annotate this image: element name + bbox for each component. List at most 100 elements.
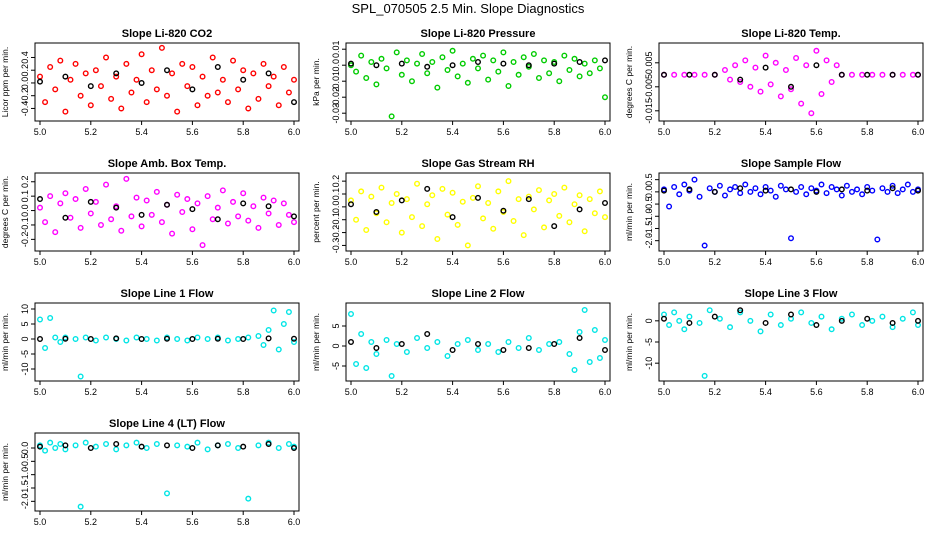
data-point [209, 54, 216, 61]
y-tick-label: 0.01 [331, 40, 341, 58]
y-tick-label: 0.0 [20, 204, 30, 217]
data-point [87, 210, 94, 217]
data-point [691, 176, 698, 183]
series-all-points [348, 47, 609, 120]
data-point [525, 335, 532, 342]
y-axis-label: kPa per min. [311, 58, 321, 106]
data-point [424, 63, 431, 70]
data-point [793, 55, 800, 62]
data-point [368, 59, 375, 66]
data-point [424, 201, 431, 208]
data-point [556, 78, 563, 85]
data-point [757, 191, 764, 198]
data-point [602, 347, 609, 354]
x-tick-label: 5.8 [861, 387, 874, 397]
data-point [696, 319, 703, 326]
data-point [874, 236, 881, 243]
data-point [915, 317, 922, 324]
figure-title: SPL_070505 2.5 Min. Slope Diagnostics [351, 1, 585, 16]
data-point [586, 70, 593, 77]
y-axis-label: degrees C per min. [624, 46, 634, 118]
data-point [798, 100, 805, 107]
data-point [153, 188, 160, 195]
data-point [803, 62, 810, 69]
data-point [915, 71, 922, 78]
data-point [424, 331, 431, 338]
data-point [566, 219, 573, 226]
data-point [833, 186, 840, 193]
data-point [459, 60, 466, 67]
y-tick-label: -2.0 [644, 233, 654, 249]
y-tick-label: -5 [20, 350, 30, 358]
x-tick-label: 5.0 [345, 387, 358, 397]
data-point [398, 341, 405, 348]
data-point [701, 242, 708, 249]
x-tick-label: 6.0 [599, 387, 612, 397]
data-point [661, 187, 668, 194]
data-point [424, 70, 431, 77]
x-tick-label: 6.0 [288, 387, 301, 397]
data-point [475, 347, 482, 354]
y-axis-label: ml/min per min. [0, 313, 10, 371]
data-point [388, 113, 395, 120]
series-2-5-min-points [37, 196, 298, 223]
data-point [153, 337, 160, 344]
data-point [864, 187, 871, 194]
data-point [348, 339, 355, 346]
data-point [510, 59, 517, 66]
data-point [772, 193, 779, 200]
x-tick-label: 5.2 [85, 517, 98, 527]
y-tick-label: 0 [331, 343, 341, 348]
data-point [97, 221, 104, 228]
data-point [42, 345, 49, 352]
data-point [255, 333, 262, 340]
data-point [788, 86, 795, 93]
data-point [686, 186, 693, 193]
y-axis-label: ml/min per min. [624, 313, 634, 371]
data-point [838, 186, 845, 193]
data-point [909, 309, 916, 316]
series-2-5-min-points [661, 185, 922, 195]
data-point [889, 319, 896, 326]
data-point [214, 442, 221, 449]
data-point [530, 206, 537, 213]
data-point [525, 345, 532, 352]
data-point [194, 200, 201, 207]
y-tick-label: 5 [20, 321, 30, 326]
data-point [419, 223, 426, 230]
data-point [113, 446, 120, 453]
data-point [291, 339, 298, 346]
data-point [37, 316, 44, 323]
data-point [859, 191, 866, 198]
chart-title: Slope Li-820 Temp. [741, 28, 840, 40]
y-tick-label: 0.0 [20, 442, 30, 455]
data-point [133, 334, 140, 341]
data-point [204, 92, 211, 99]
data-point [752, 64, 759, 71]
data-point [813, 47, 820, 54]
data-point [602, 199, 609, 206]
data-point [235, 213, 242, 220]
series-all-points [37, 44, 298, 115]
data-point [475, 65, 482, 72]
data-point [666, 203, 673, 210]
data-point [798, 183, 805, 190]
chart-title: Slope Sample Flow [741, 158, 842, 170]
data-point [204, 336, 211, 343]
y-tick-label: 0.0 [331, 59, 341, 72]
data-point [505, 178, 512, 185]
data-point [291, 219, 298, 226]
data-point [671, 309, 678, 316]
y-tick-label: -0.1 [20, 217, 30, 233]
data-point [77, 503, 84, 510]
data-point [92, 198, 99, 205]
y-tick-label: -5 [644, 338, 654, 346]
x-tick-label: 5.8 [237, 257, 250, 267]
y-tick-label: -0.5 [644, 196, 654, 212]
data-point [138, 336, 145, 343]
data-point [596, 355, 603, 362]
data-point [869, 187, 876, 194]
data-point [551, 60, 558, 67]
y-tick-label: -0.3 [331, 238, 341, 254]
x-tick-label: 5.4 [135, 127, 148, 137]
